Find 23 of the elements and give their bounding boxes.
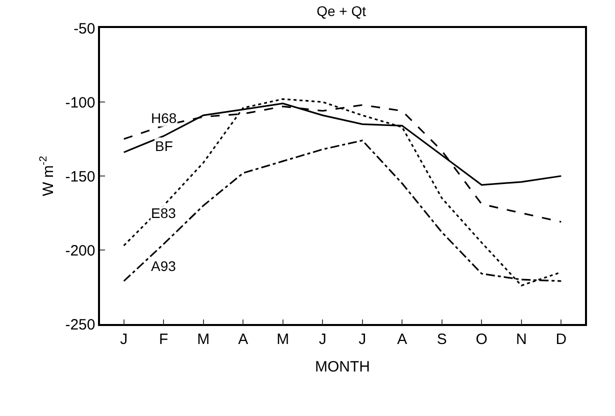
x-tick-label: D [556,330,567,348]
x-tick-label: A [238,330,248,348]
x-tick-label: J [120,330,128,348]
annotation: A93 [151,258,176,274]
x-tick-label: J [358,330,366,348]
y-tick-label: -150 [65,168,96,186]
x-tick-label: M [276,330,290,348]
y-tick-label: -200 [65,242,96,260]
y-tick-label: -50 [74,20,96,38]
y-tick-label: -100 [65,94,96,112]
x-tick-label: M [197,330,210,348]
x-tick-label: O [476,330,488,348]
x-axis-title: MONTH [315,358,370,376]
x-tick-label: J [318,330,326,348]
x-tick-label: N [516,330,527,348]
x-tick-label: F [159,330,168,348]
annotation: E83 [151,205,176,221]
annotation: H68 [151,110,177,126]
annotation: BF [155,138,173,154]
x-tick-label: S [436,330,447,348]
chart-title: Qe + Qt [316,3,366,20]
y-tick-label: -250 [65,316,96,334]
x-tick-label: A [397,330,408,348]
